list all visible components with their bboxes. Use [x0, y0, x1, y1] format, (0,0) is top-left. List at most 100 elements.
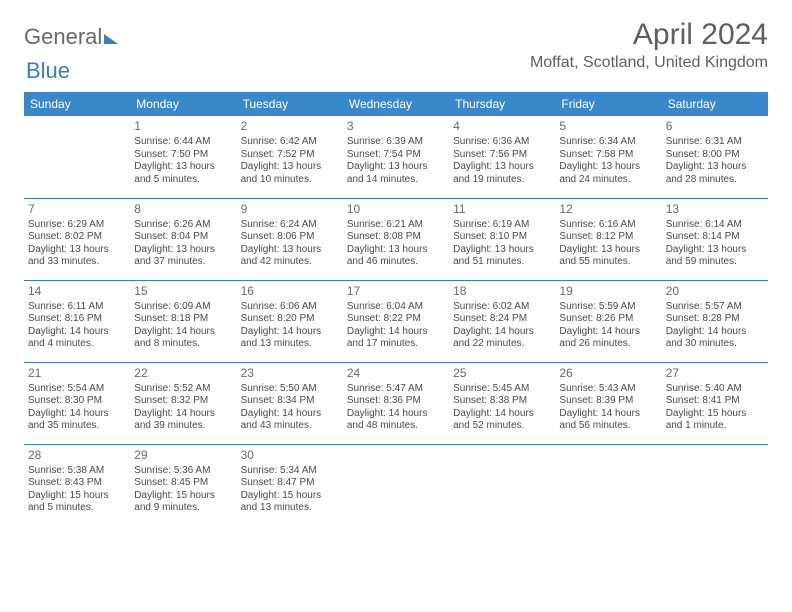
sunrise-text: Sunrise: 6:02 AM [453, 301, 551, 314]
daylight-text: Daylight: 13 hours [666, 244, 764, 257]
daylight-text: Daylight: 13 hours [241, 161, 339, 174]
calendar-day-cell: 30Sunrise: 5:34 AMSunset: 8:47 PMDayligh… [237, 444, 343, 526]
sunset-text: Sunset: 8:12 PM [559, 231, 657, 244]
sunset-text: Sunset: 8:10 PM [453, 231, 551, 244]
day-number: 6 [666, 119, 764, 134]
daylight-text: Daylight: 14 hours [666, 326, 764, 339]
calendar-day-cell: 4Sunrise: 6:36 AMSunset: 7:56 PMDaylight… [449, 116, 555, 198]
sunset-text: Sunset: 8:24 PM [453, 313, 551, 326]
calendar-day-cell: 6Sunrise: 6:31 AMSunset: 8:00 PMDaylight… [662, 116, 768, 198]
sunrise-text: Sunrise: 5:59 AM [559, 301, 657, 314]
daylight-text: and 1 minute. [666, 420, 764, 433]
sunset-text: Sunset: 8:04 PM [134, 231, 232, 244]
daylight-text: and 51 minutes. [453, 256, 551, 269]
calendar-day-cell: 7Sunrise: 6:29 AMSunset: 8:02 PMDaylight… [24, 198, 130, 280]
daylight-text: and 46 minutes. [347, 256, 445, 269]
daylight-text: and 42 minutes. [241, 256, 339, 269]
day-number: 12 [559, 202, 657, 217]
calendar-day-cell [662, 444, 768, 526]
sunrise-text: Sunrise: 6:19 AM [453, 219, 551, 232]
daylight-text: and 59 minutes. [666, 256, 764, 269]
day-number: 16 [241, 284, 339, 299]
calendar-day-cell: 29Sunrise: 5:36 AMSunset: 8:45 PMDayligh… [130, 444, 236, 526]
sunset-text: Sunset: 8:18 PM [134, 313, 232, 326]
day-number: 5 [559, 119, 657, 134]
daylight-text: and 56 minutes. [559, 420, 657, 433]
day-number: 7 [28, 202, 126, 217]
calendar-week-row: 7Sunrise: 6:29 AMSunset: 8:02 PMDaylight… [24, 198, 768, 280]
sunrise-text: Sunrise: 6:36 AM [453, 136, 551, 149]
calendar-page: General April 2024 Moffat, Scotland, Uni… [0, 0, 792, 544]
calendar-day-cell: 20Sunrise: 5:57 AMSunset: 8:28 PMDayligh… [662, 280, 768, 362]
sunset-text: Sunset: 8:16 PM [28, 313, 126, 326]
calendar-day-cell: 18Sunrise: 6:02 AMSunset: 8:24 PMDayligh… [449, 280, 555, 362]
daylight-text: Daylight: 15 hours [28, 490, 126, 503]
day-header: Monday [130, 92, 236, 116]
day-number: 18 [453, 284, 551, 299]
logo: General [24, 18, 118, 50]
sunset-text: Sunset: 8:22 PM [347, 313, 445, 326]
day-header: Wednesday [343, 92, 449, 116]
daylight-text: Daylight: 13 hours [134, 244, 232, 257]
day-number: 17 [347, 284, 445, 299]
day-number: 9 [241, 202, 339, 217]
daylight-text: Daylight: 15 hours [134, 490, 232, 503]
daylight-text: and 8 minutes. [134, 338, 232, 351]
sunset-text: Sunset: 8:14 PM [666, 231, 764, 244]
calendar-day-cell: 19 Sunrise: 5:59 AMSunset: 8:26 PMDayligh… [555, 280, 661, 362]
daylight-text: Daylight: 13 hours [453, 161, 551, 174]
daylight-text: and 30 minutes. [666, 338, 764, 351]
sunrise-text: Sunrise: 6:21 AM [347, 219, 445, 232]
sunset-text: Sunset: 7:56 PM [453, 149, 551, 162]
daylight-text: and 5 minutes. [134, 174, 232, 187]
daylight-text: Daylight: 14 hours [241, 326, 339, 339]
sunrise-text: Sunrise: 5:45 AM [453, 383, 551, 396]
sunset-text: Sunset: 8:00 PM [666, 149, 764, 162]
daylight-text: and 33 minutes. [28, 256, 126, 269]
calendar-day-cell: 27Sunrise: 5:40 AMSunset: 8:41 PMDayligh… [662, 362, 768, 444]
sunset-text: Sunset: 7:54 PM [347, 149, 445, 162]
daylight-text: Daylight: 14 hours [347, 326, 445, 339]
calendar-day-cell: 21Sunrise: 5:54 AMSunset: 8:30 PMDayligh… [24, 362, 130, 444]
daylight-text: Daylight: 14 hours [453, 408, 551, 421]
sunset-text: Sunset: 8:26 PM [559, 313, 657, 326]
calendar-day-cell: 1Sunrise: 6:44 AMSunset: 7:50 PMDaylight… [130, 116, 236, 198]
day-number: 19 [559, 284, 657, 299]
calendar-week-row: 1Sunrise: 6:44 AMSunset: 7:50 PMDaylight… [24, 116, 768, 198]
sunset-text: Sunset: 8:30 PM [28, 395, 126, 408]
sunrise-text: Sunrise: 5:34 AM [241, 465, 339, 478]
day-number: 13 [666, 202, 764, 217]
calendar-day-cell: 28Sunrise: 5:38 AMSunset: 8:43 PMDayligh… [24, 444, 130, 526]
sunset-text: Sunset: 8:39 PM [559, 395, 657, 408]
sunrise-text: Sunrise: 6:42 AM [241, 136, 339, 149]
day-number: 24 [347, 366, 445, 381]
sunrise-text: Sunrise: 6:24 AM [241, 219, 339, 232]
daylight-text: and 9 minutes. [134, 502, 232, 515]
daylight-text: Daylight: 14 hours [559, 326, 657, 339]
month-title: April 2024 [530, 18, 768, 52]
logo-text-general: General [24, 24, 102, 50]
day-number: 8 [134, 202, 232, 217]
sunrise-text: Sunrise: 5:52 AM [134, 383, 232, 396]
day-header: Sunday [24, 92, 130, 116]
sunrise-text: Sunrise: 6:34 AM [559, 136, 657, 149]
calendar-week-row: 28Sunrise: 5:38 AMSunset: 8:43 PMDayligh… [24, 444, 768, 526]
daylight-text: and 39 minutes. [134, 420, 232, 433]
sunrise-text: Sunrise: 6:09 AM [134, 301, 232, 314]
sunset-text: Sunset: 7:58 PM [559, 149, 657, 162]
sunset-text: Sunset: 8:08 PM [347, 231, 445, 244]
sunrise-text: Sunrise: 6:44 AM [134, 136, 232, 149]
sunrise-text: Sunrise: 5:50 AM [241, 383, 339, 396]
calendar-day-cell: 2Sunrise: 6:42 AMSunset: 7:52 PMDaylight… [237, 116, 343, 198]
calendar-day-cell [555, 444, 661, 526]
daylight-text: and 5 minutes. [28, 502, 126, 515]
day-number: 10 [347, 202, 445, 217]
calendar-day-cell: 12Sunrise: 6:16 AMSunset: 8:12 PMDayligh… [555, 198, 661, 280]
calendar-day-cell [24, 116, 130, 198]
sunrise-text: Sunrise: 6:04 AM [347, 301, 445, 314]
calendar-day-cell [343, 444, 449, 526]
day-header: Thursday [449, 92, 555, 116]
sunrise-text: Sunrise: 6:31 AM [666, 136, 764, 149]
sunset-text: Sunset: 8:36 PM [347, 395, 445, 408]
daylight-text: and 43 minutes. [241, 420, 339, 433]
